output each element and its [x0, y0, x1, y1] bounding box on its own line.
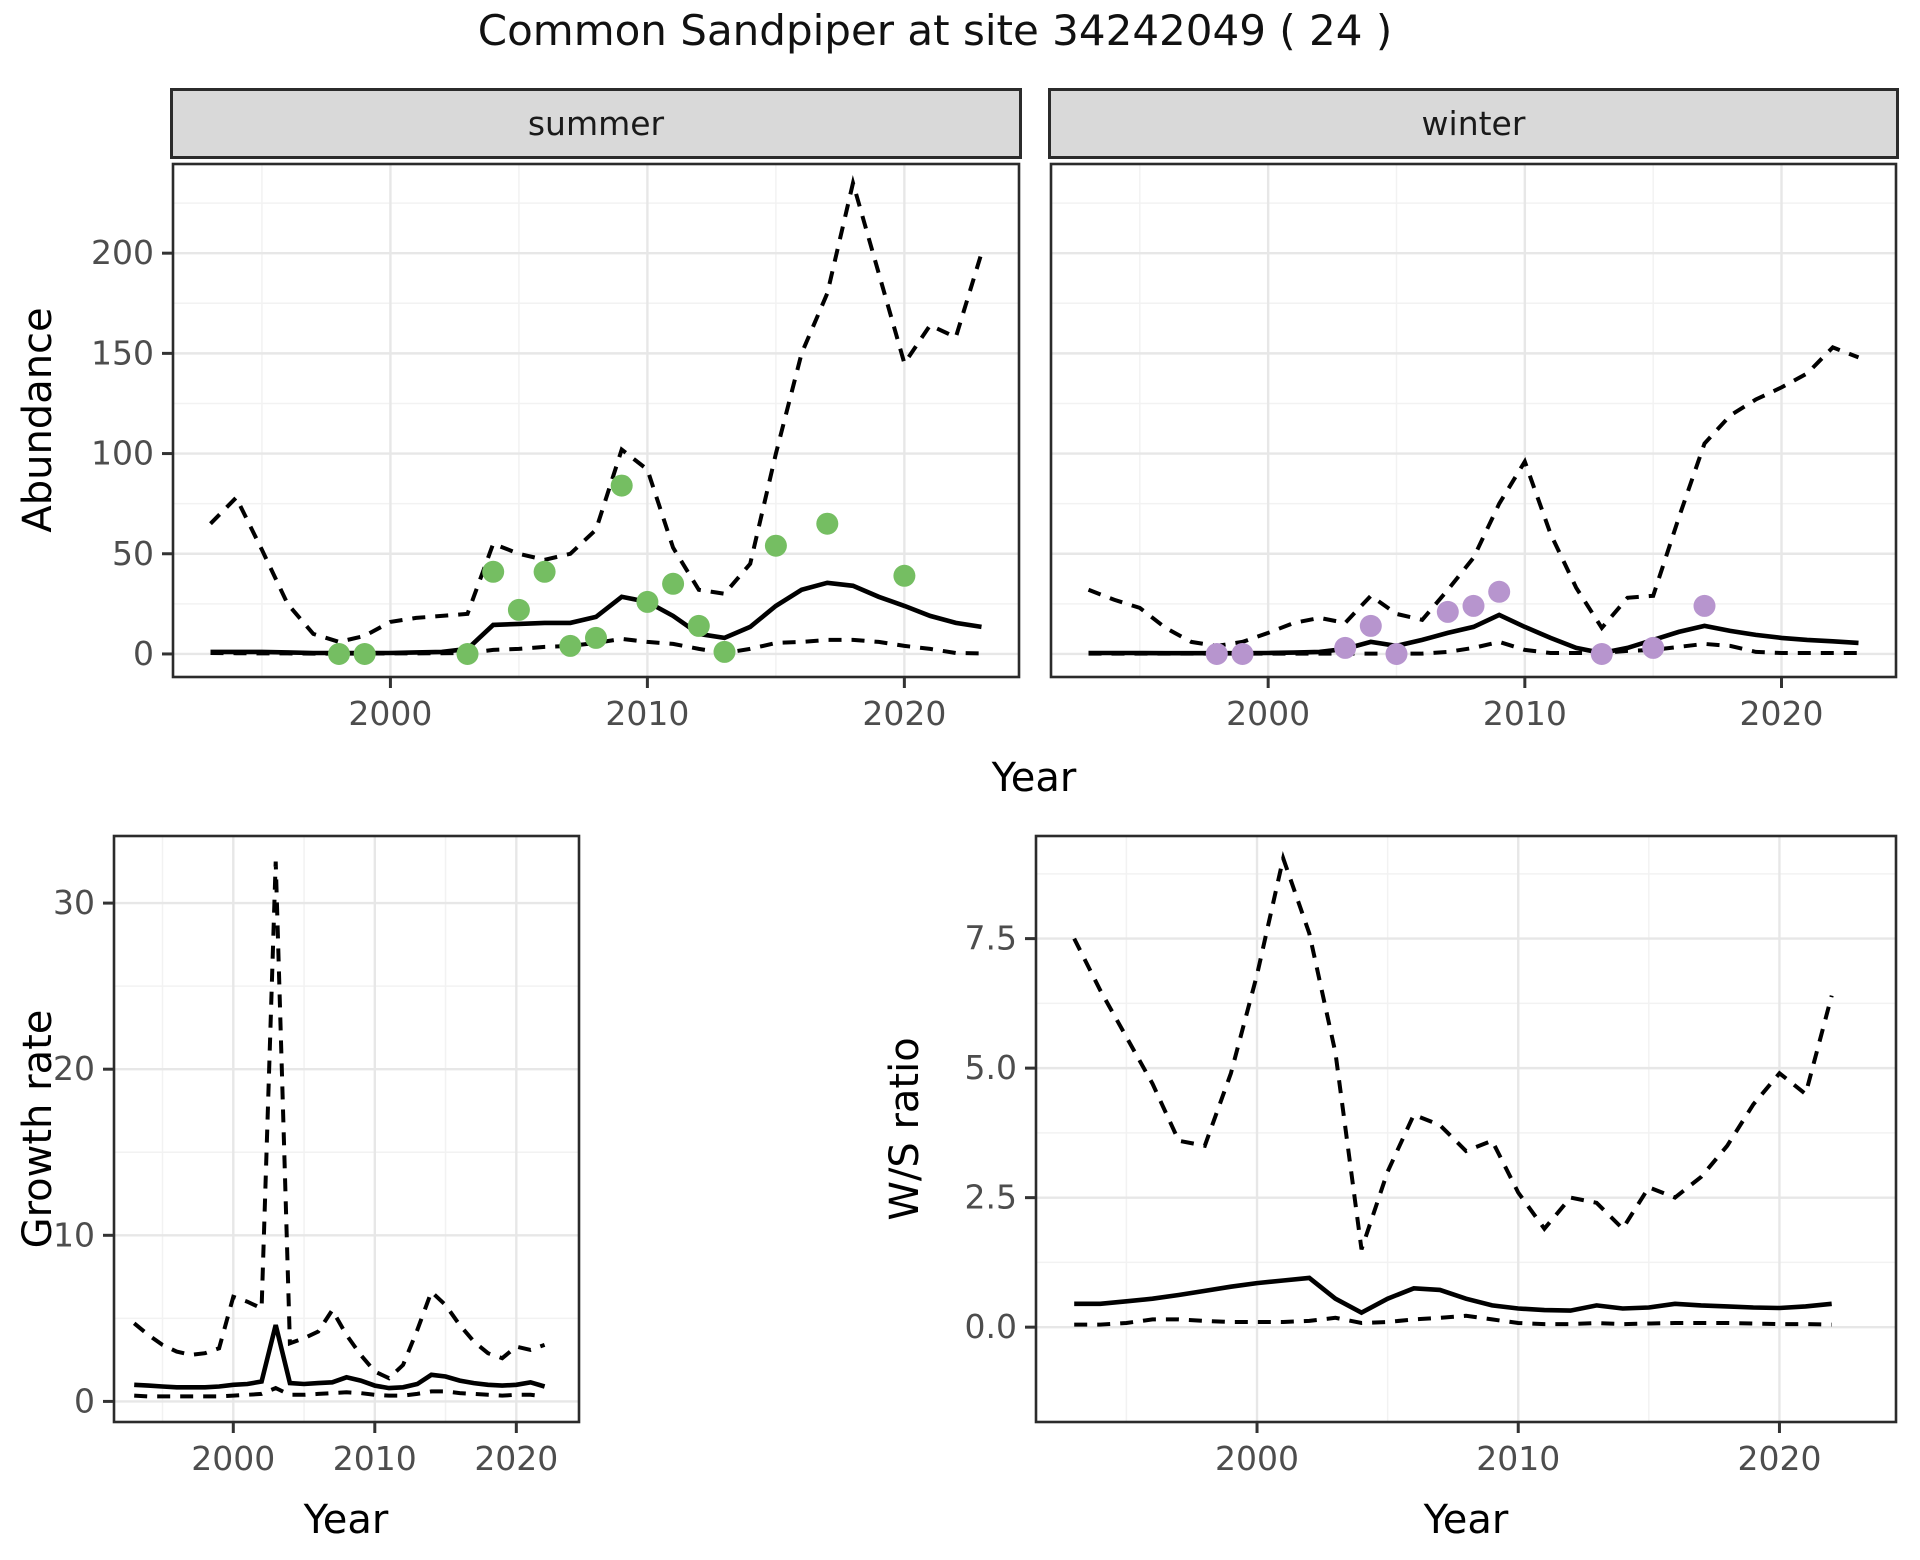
facet-strip-winter-label: winter	[1421, 104, 1526, 143]
facet-strip-summer: summer	[170, 88, 1022, 159]
svg-text:2020: 2020	[862, 694, 946, 733]
svg-text:50: 50	[112, 534, 154, 573]
svg-text:0: 0	[133, 634, 154, 673]
facet-strip-winter: winter	[1048, 88, 1899, 159]
svg-text:0.0: 0.0	[965, 1307, 1017, 1346]
growth-axis-title: Growth rate	[15, 1009, 61, 1249]
abundance-axis-title: Abundance	[15, 307, 61, 533]
svg-text:30: 30	[53, 883, 95, 922]
svg-text:2000: 2000	[348, 694, 432, 733]
svg-text:2020: 2020	[474, 1439, 558, 1478]
year-axis-title-bottom-left: Year	[303, 1497, 389, 1543]
year-axis-title-bottom-right: Year	[1423, 1497, 1509, 1543]
svg-text:2010: 2010	[1483, 694, 1567, 733]
svg-text:0: 0	[74, 1381, 95, 1420]
growth-rate-chart: 2000 2010 2020 0 10 20 30	[53, 834, 581, 1478]
svg-text:2020: 2020	[1737, 1439, 1821, 1478]
ws-ratio-chart: 2000 2010 2020 0.0 2.5 5.0 7.5	[965, 834, 1898, 1478]
svg-text:100: 100	[91, 434, 154, 473]
svg-text:2010: 2010	[605, 694, 689, 733]
svg-text:5.0: 5.0	[965, 1048, 1017, 1087]
svg-text:7.5: 7.5	[965, 919, 1017, 958]
svg-text:2020: 2020	[1740, 694, 1824, 733]
page-title: Common Sandpiper at site 34242049 ( 24 )	[477, 6, 1393, 55]
svg-text:2010: 2010	[333, 1439, 417, 1478]
facet-strip-summer-label: summer	[527, 104, 665, 143]
svg-text:2.5: 2.5	[965, 1178, 1017, 1217]
year-axis-title-top: Year	[991, 755, 1077, 801]
svg-text:2010: 2010	[1476, 1439, 1560, 1478]
svg-text:2000: 2000	[1226, 694, 1310, 733]
ws-axis-title: W/S ratio	[882, 1037, 928, 1221]
svg-text:10: 10	[53, 1215, 95, 1254]
svg-text:200: 200	[91, 233, 154, 272]
svg-text:150: 150	[91, 333, 154, 372]
svg-text:2000: 2000	[1215, 1439, 1299, 1478]
abundance-winter-chart: 2000 2010 2020	[1049, 162, 1898, 733]
svg-text:2000: 2000	[191, 1439, 275, 1478]
abundance-summer-chart: 2000 2010 2020 0 50 100 150 200	[91, 162, 1021, 733]
svg-text:20: 20	[53, 1049, 95, 1088]
